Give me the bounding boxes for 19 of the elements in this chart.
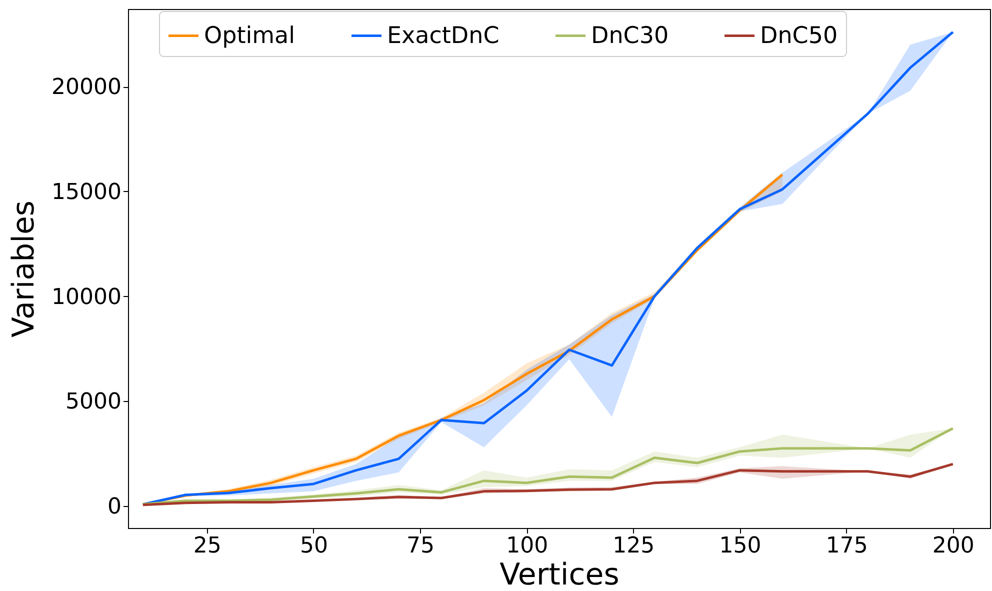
x-tick-label: 25 [193,534,222,558]
x-tick-label: 200 [932,534,974,558]
legend-label: DnC50 [760,22,838,49]
y-tick-label: 15000 [52,180,122,205]
x-tick-label: 75 [406,534,435,558]
x-tick-label: 100 [506,534,548,558]
x-tick-label: 125 [612,534,655,558]
x-tick-label: 150 [719,534,762,558]
legend-label: Optimal [204,22,296,49]
x-tick-label: 50 [300,534,328,558]
x-axis-title: Vertices [500,558,620,591]
legend-label: DnC30 [591,22,669,49]
y-tick-label: 20000 [52,75,122,100]
y-tick-label: 5000 [66,390,122,415]
y-axis-title: Variables [6,200,42,338]
x-tick-label: 175 [826,534,868,558]
legend-label: ExactDnC [387,22,500,49]
y-tick-label: 0 [108,494,122,520]
y-tick-label: 10000 [52,284,122,310]
